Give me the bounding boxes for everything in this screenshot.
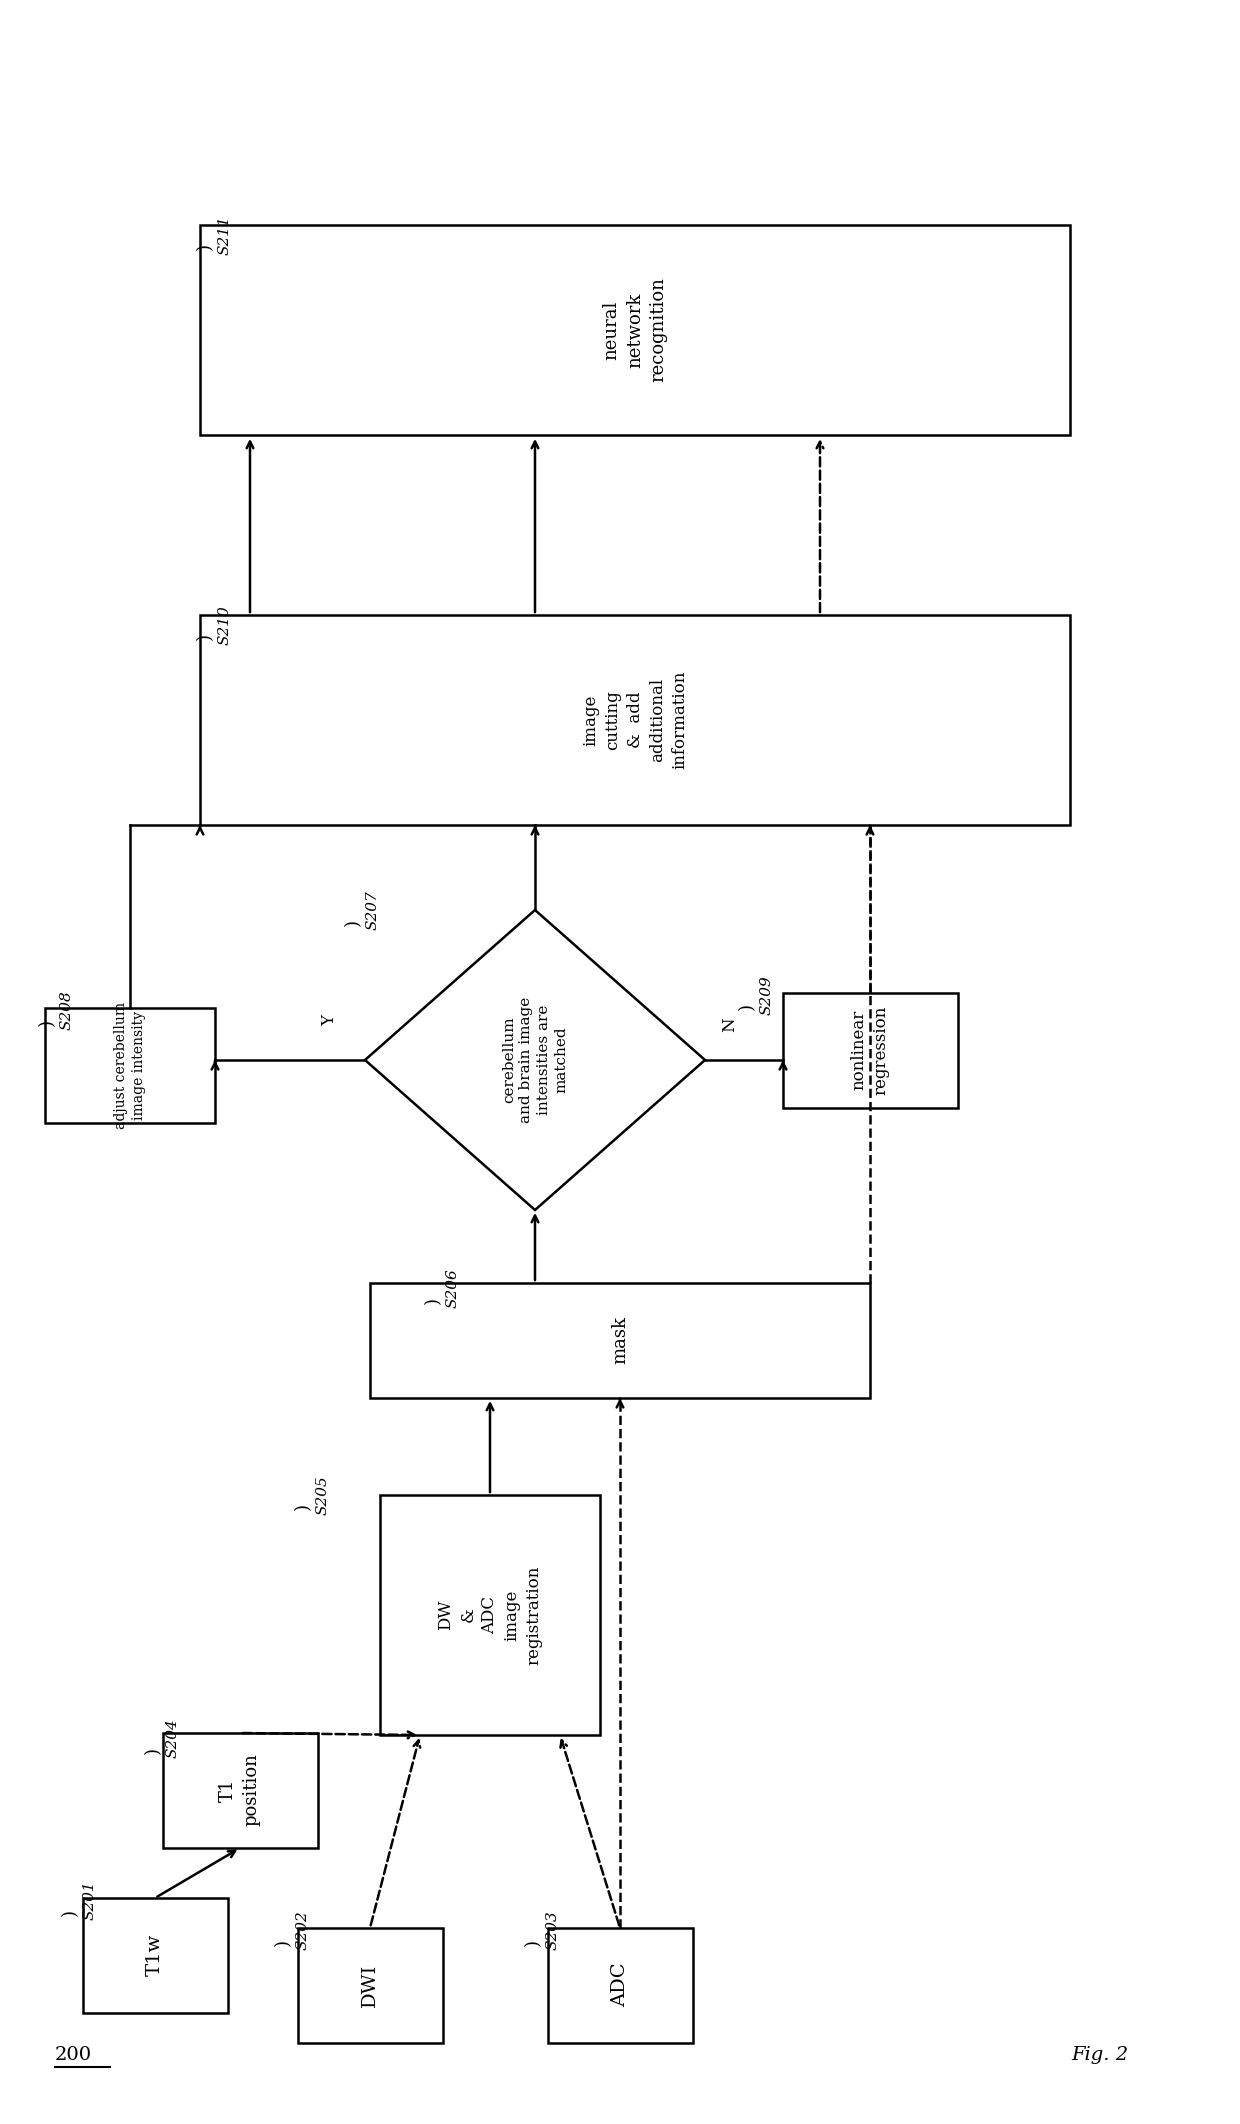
Text: S201: S201	[83, 1880, 97, 1920]
Text: S211: S211	[218, 215, 232, 255]
Text: Y: Y	[321, 1015, 339, 1026]
Text: S210: S210	[218, 605, 232, 646]
Text: nonlinear
regression: nonlinear regression	[851, 1005, 889, 1094]
Text: ): )	[196, 633, 215, 641]
Text: ADC: ADC	[611, 1963, 629, 2007]
Text: S207: S207	[366, 890, 379, 930]
Bar	[298, 1926, 443, 2043]
Bar	[370, 1283, 870, 1398]
Text: N: N	[722, 1017, 739, 1032]
Text: S205: S205	[316, 1476, 330, 1514]
Text: S206: S206	[446, 1268, 460, 1308]
Text: image
cutting
&  add
additional
information: image cutting & add additional informati…	[582, 671, 688, 769]
Text: S204: S204	[166, 1718, 180, 1759]
Text: ): )	[38, 1020, 56, 1026]
Text: S203: S203	[546, 1909, 560, 1950]
Text: S209: S209	[760, 975, 774, 1015]
Bar	[379, 1495, 600, 1735]
Text: ): )	[196, 244, 215, 251]
Text: Fig. 2: Fig. 2	[1071, 2045, 1128, 2065]
Text: ): )	[343, 918, 362, 926]
Bar	[45, 1007, 215, 1121]
Text: S202: S202	[296, 1909, 310, 1950]
Bar	[200, 616, 1070, 824]
Text: S208: S208	[60, 990, 74, 1030]
Text: mask: mask	[611, 1317, 629, 1364]
Text: T1
position: T1 position	[219, 1754, 260, 1827]
Text: DW
&
ADC
image
registration: DW & ADC image registration	[438, 1565, 543, 1665]
Text: ): )	[738, 1003, 756, 1011]
Bar	[548, 1926, 692, 2043]
Text: DWI: DWI	[361, 1963, 379, 2007]
Polygon shape	[365, 909, 706, 1211]
Text: ): )	[144, 1746, 162, 1754]
Text: adjust cerebellum
image intensity: adjust cerebellum image intensity	[114, 1000, 146, 1128]
Text: ): )	[525, 1939, 542, 1946]
Text: T1w: T1w	[146, 1933, 164, 1975]
Bar	[83, 1897, 227, 2014]
Text: ): )	[274, 1939, 291, 1946]
Bar	[200, 225, 1070, 435]
Bar	[162, 1733, 317, 1848]
Text: 200: 200	[55, 2045, 92, 2065]
Text: cerebellum
and brain image
intensities are
matched: cerebellum and brain image intensities a…	[502, 996, 568, 1124]
Text: ): )	[424, 1296, 441, 1304]
Text: neural
network
recognition: neural network recognition	[603, 278, 667, 382]
Text: ): )	[61, 1909, 79, 1916]
Text: ): )	[294, 1504, 312, 1510]
Bar	[782, 992, 957, 1107]
